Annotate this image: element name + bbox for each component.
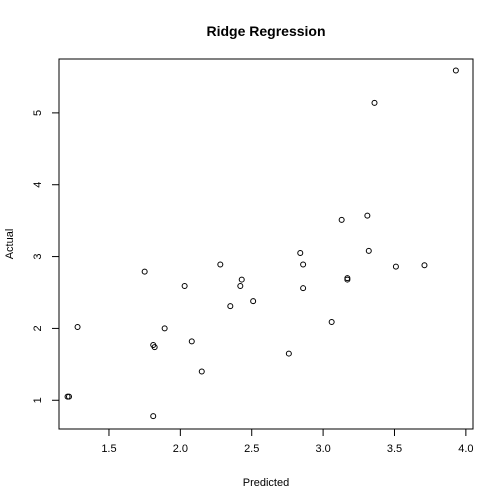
- y-tick-label: 2: [32, 325, 44, 331]
- data-point: [150, 413, 157, 420]
- data-point: [227, 303, 234, 310]
- data-point: [285, 350, 292, 357]
- y-tick-label: 5: [32, 110, 44, 116]
- y-axis-label: Actual: [4, 229, 16, 260]
- data-point: [250, 298, 257, 305]
- data-point: [65, 393, 72, 400]
- data-point: [188, 338, 195, 345]
- data-point: [297, 249, 304, 256]
- x-tick-label: 3.0: [315, 443, 330, 455]
- data-point: [74, 323, 81, 330]
- data-point: [238, 276, 245, 283]
- x-tick-label: 1.5: [101, 443, 116, 455]
- x-axis-label: Predicted: [243, 477, 289, 489]
- chart-title: Ridge Regression: [206, 23, 325, 39]
- plot-frame: [58, 58, 474, 430]
- data-point: [300, 285, 307, 292]
- data-point: [371, 99, 378, 106]
- data-point: [421, 262, 428, 269]
- y-tick-label: 4: [32, 182, 44, 188]
- data-point: [161, 325, 168, 332]
- x-tick-label: 2.0: [173, 443, 188, 455]
- data-point: [141, 268, 148, 275]
- data-point: [181, 283, 188, 290]
- x-axis: 1.5 2.0 2.5 3.0 3.5 4.0: [101, 429, 474, 455]
- y-tick-label: 3: [32, 254, 44, 260]
- y-axis: 1 2 3 4 5: [32, 110, 59, 403]
- x-tick-label: 4.0: [458, 443, 473, 455]
- data-point: [364, 212, 371, 219]
- data-points: [64, 67, 459, 420]
- data-point: [344, 276, 351, 283]
- data-point: [151, 344, 158, 351]
- x-tick-label: 3.5: [387, 443, 402, 455]
- data-point: [365, 247, 372, 254]
- data-point: [328, 318, 335, 325]
- data-point: [217, 261, 224, 268]
- data-point: [198, 368, 205, 375]
- data-point: [338, 216, 345, 223]
- data-point: [237, 283, 244, 290]
- data-point: [392, 263, 399, 270]
- x-tick-label: 2.5: [244, 443, 259, 455]
- y-tick-label: 1: [32, 397, 44, 403]
- data-point: [452, 67, 459, 74]
- data-point: [300, 261, 307, 268]
